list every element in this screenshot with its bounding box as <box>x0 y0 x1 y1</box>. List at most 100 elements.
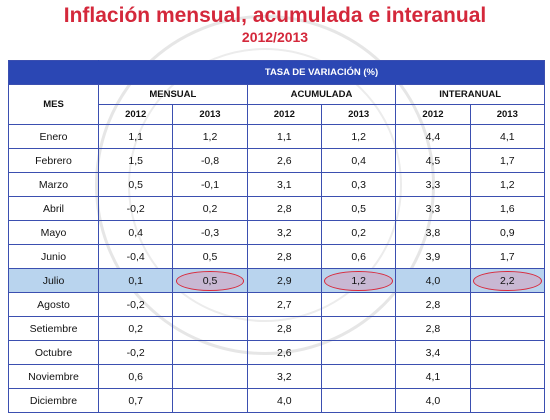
value-cell: 1,7 <box>469 244 545 269</box>
circled-value: 2,2 <box>473 270 542 291</box>
table-row: Agosto -0,2 2,7 2,8 <box>8 292 545 317</box>
value-cell: 2,8 <box>246 244 322 269</box>
value-cell: 0,2 <box>97 316 174 341</box>
value-cell: 3,1 <box>246 172 322 197</box>
month-cell: Abril <box>8 196 99 221</box>
value-cell: 4,1 <box>469 124 545 149</box>
month-cell: Octubre <box>8 340 99 365</box>
value-cell: 0,2 <box>172 196 248 221</box>
value-cell <box>469 388 545 413</box>
year-header: 2013 <box>320 104 397 125</box>
table-row: Junio -0,4 0,5 2,8 0,6 3,9 1,7 <box>8 244 545 269</box>
value-cell: 2,9 <box>246 268 322 293</box>
value-cell <box>172 292 248 317</box>
table-body: Enero 1,1 1,2 1,1 1,2 4,4 4,1 Febrero 1,5 -0,8 2,6… <box>8 124 545 413</box>
header-acumulada: ACUMULADA <box>246 84 397 105</box>
value-cell <box>172 388 248 413</box>
value-cell: 4,5 <box>395 148 471 173</box>
value-cell: 0,5 <box>172 268 248 293</box>
value-cell: -0,8 <box>172 148 248 173</box>
month-cell: Julio <box>8 268 99 293</box>
value-cell: -0,4 <box>97 244 174 269</box>
value-cell <box>172 340 248 365</box>
value-cell <box>320 292 397 317</box>
value-cell: 0,4 <box>320 148 397 173</box>
value-cell: 1,5 <box>97 148 174 173</box>
value-cell: 3,2 <box>246 364 322 389</box>
month-cell: Noviembre <box>8 364 99 389</box>
year-header: 2013 <box>172 104 248 125</box>
value-cell: 2,8 <box>395 316 471 341</box>
year-header: 2012 <box>97 104 174 125</box>
header-interanual: INTERANUAL <box>395 84 545 105</box>
value-cell: 3,3 <box>395 172 471 197</box>
value-cell: 4,4 <box>395 124 471 149</box>
value-cell: -0,1 <box>172 172 248 197</box>
value-cell <box>320 388 397 413</box>
value-cell: 2,2 <box>469 268 545 293</box>
value-cell: 1,7 <box>469 148 545 173</box>
table-row: Diciembre 0,7 4,0 4,0 <box>8 388 545 413</box>
value-cell <box>469 316 545 341</box>
value-cell: 4,0 <box>246 388 322 413</box>
value-cell: -0,2 <box>97 340 174 365</box>
month-cell: Diciembre <box>8 388 99 413</box>
value-cell: 1,2 <box>320 268 397 293</box>
inflation-table: TASA DE VARIACIÓN (%) MES MENSUAL ACUMUL… <box>8 60 545 413</box>
value-cell: 2,8 <box>246 316 322 341</box>
value-cell: 0,5 <box>320 196 397 221</box>
value-cell: 0,5 <box>172 244 248 269</box>
value-cell <box>469 340 545 365</box>
value-cell: 1,1 <box>246 124 322 149</box>
value-cell: 0,1 <box>97 268 174 293</box>
value-cell <box>320 316 397 341</box>
circled-value: 0,5 <box>175 270 245 291</box>
value-cell <box>469 364 545 389</box>
value-cell: 3,2 <box>246 220 322 245</box>
month-cell: Febrero <box>8 148 99 173</box>
month-cell: Junio <box>8 244 99 269</box>
value-cell: 3,9 <box>395 244 471 269</box>
value-cell: 2,8 <box>246 196 322 221</box>
value-cell: -0,2 <box>97 196 174 221</box>
value-cell <box>172 364 248 389</box>
value-cell <box>320 340 397 365</box>
value-cell: 1,6 <box>469 196 545 221</box>
year-header: 2012 <box>395 104 471 125</box>
month-cell: Mayo <box>8 220 99 245</box>
value-cell: 1,1 <box>97 124 174 149</box>
month-cell: Setiembre <box>8 316 99 341</box>
value-cell: 3,3 <box>395 196 471 221</box>
value-cell: 0,6 <box>97 364 174 389</box>
header-mensual: MENSUAL <box>98 84 248 105</box>
page-subtitle: 2012/2013 <box>241 29 309 45</box>
value-cell: 1,2 <box>320 124 397 149</box>
year-header: 2013 <box>469 104 545 125</box>
value-cell: 2,8 <box>395 292 471 317</box>
value-cell: 0,3 <box>320 172 397 197</box>
value-cell: 3,4 <box>395 340 471 365</box>
value-cell: 4,1 <box>395 364 471 389</box>
value-cell: 0,2 <box>320 220 397 245</box>
circled-value: 1,2 <box>324 270 393 291</box>
month-cell: Marzo <box>8 172 99 197</box>
table-row: Julio 0,1 0,5 2,9 1,2 4,0 2,2 <box>8 268 545 293</box>
table-row: Noviembre 0,6 3,2 4,1 <box>8 364 545 389</box>
value-cell: 0,7 <box>97 388 174 413</box>
value-cell: 3,8 <box>395 220 471 245</box>
table-row: Febrero 1,5 -0,8 2,6 0,4 4,5 1,7 <box>8 148 545 173</box>
banner-blank-cell <box>8 60 99 85</box>
value-cell <box>320 364 397 389</box>
value-cell: 2,6 <box>246 340 322 365</box>
value-cell: -0,2 <box>97 292 174 317</box>
month-cell: Agosto <box>8 292 99 317</box>
value-cell <box>469 292 545 317</box>
header-mes: MES <box>8 84 99 125</box>
value-cell: 0,6 <box>320 244 397 269</box>
value-cell: -0,3 <box>172 220 248 245</box>
month-cell: Enero <box>8 124 99 149</box>
table-row: Enero 1,1 1,2 1,1 1,2 4,4 4,1 <box>8 124 545 149</box>
value-cell: 0,5 <box>97 172 174 197</box>
value-cell <box>172 316 248 341</box>
table-row: Mayo 0,4 -0,3 3,2 0,2 3,8 0,9 <box>8 220 545 245</box>
